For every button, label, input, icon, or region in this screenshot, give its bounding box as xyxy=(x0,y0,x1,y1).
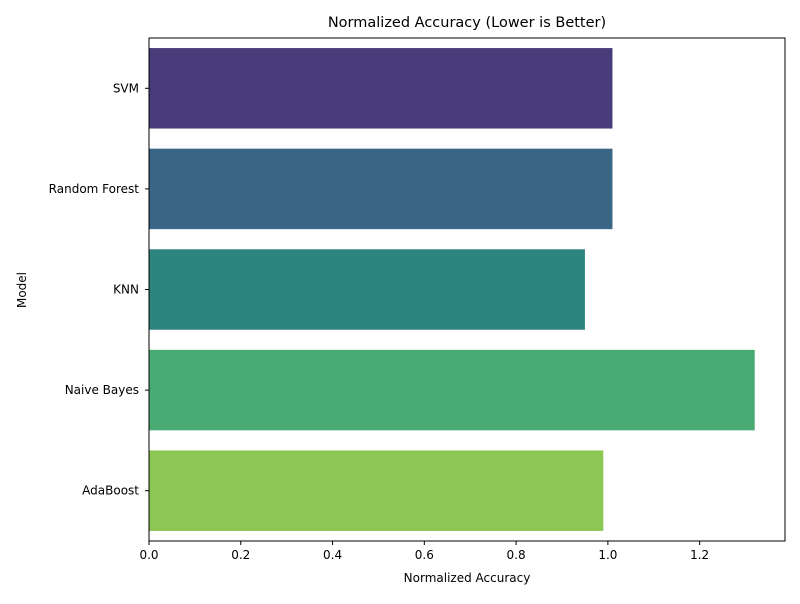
x-axis: 0.0 0.2 0.4 0.6 0.8 1.0 1.2 xyxy=(139,541,709,562)
x-tick-label: 1.2 xyxy=(690,548,709,562)
x-tick-label: 0.0 xyxy=(139,548,158,562)
x-tick-label: 0.6 xyxy=(415,548,434,562)
bars-layer xyxy=(149,48,755,531)
y-axis-label: Model xyxy=(15,272,29,308)
y-axis: SVM Random Forest KNN Naive Bayes AdaBoost xyxy=(49,81,149,498)
x-tick-label: 0.8 xyxy=(507,548,526,562)
y-tick-label: AdaBoost xyxy=(82,484,139,498)
y-tick-label: Random Forest xyxy=(49,182,140,196)
y-tick-label: KNN xyxy=(113,283,139,297)
y-tick-label: SVM xyxy=(113,81,139,95)
bar-svm xyxy=(149,48,613,129)
bar-random-forest xyxy=(149,148,613,230)
bar-naive-bayes xyxy=(149,349,755,431)
plot-frame xyxy=(148,37,786,542)
chart-title: Normalized Accuracy (Lower is Better) xyxy=(328,15,606,31)
x-tick-label: 1.0 xyxy=(598,548,617,562)
y-tick-label: Naive Bayes xyxy=(65,383,139,397)
x-tick-label: 0.4 xyxy=(323,548,342,562)
bar-adaboost xyxy=(149,450,604,531)
x-tick-label: 0.2 xyxy=(231,548,250,562)
x-axis-label: Normalized Accuracy xyxy=(404,571,531,585)
bar-knn xyxy=(149,249,585,330)
